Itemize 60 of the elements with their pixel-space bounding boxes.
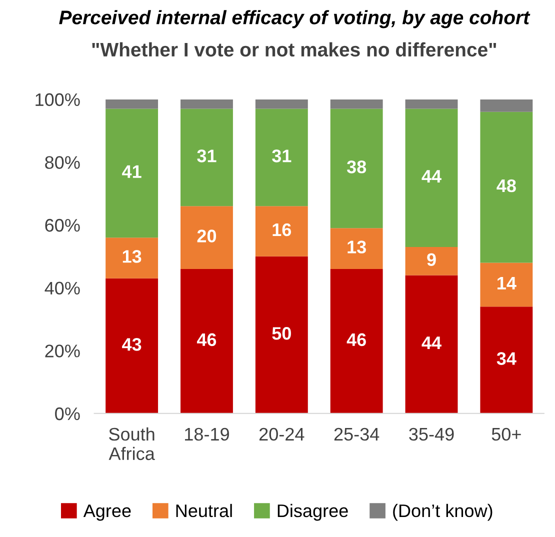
x-tick-label: 18-19	[185, 428, 229, 441]
data-label: 31	[272, 150, 292, 162]
legend-label: Neutral	[176, 504, 232, 518]
data-label: 46	[346, 333, 366, 346]
bar	[480, 112, 533, 263]
bar	[330, 268, 383, 414]
x-tick-label: 50+	[492, 428, 521, 441]
data-label: 34	[496, 352, 516, 365]
y-tick-label: 80%	[45, 156, 80, 169]
data-label: 9	[427, 253, 436, 266]
bar	[180, 206, 233, 269]
bar	[480, 99, 533, 112]
y-tick-label: 60%	[45, 218, 80, 232]
legend-label: Disagree	[278, 504, 348, 521]
y-tick-label: 100%	[36, 93, 80, 106]
bar	[106, 99, 158, 109]
legend-label: (Don’t know)	[393, 504, 492, 521]
bar	[255, 256, 308, 414]
legend-label: Agree	[83, 504, 131, 521]
x-tick-label: 25-34	[334, 428, 380, 441]
bar	[405, 99, 458, 109]
data-label: 44	[422, 336, 442, 350]
bar	[106, 108, 158, 238]
bar	[330, 228, 383, 269]
x-tick-label: 20-24	[259, 428, 304, 441]
bar	[255, 99, 308, 109]
bar	[405, 108, 458, 247]
chart-title: Perceived internal efficacy of voting, by age cohort	[59, 10, 530, 28]
data-label: 44	[422, 170, 442, 183]
data-label: 16	[272, 223, 292, 236]
y-tick-label: 40%	[44, 282, 80, 295]
data-label: 13	[122, 250, 142, 263]
data-label: 13	[348, 240, 366, 254]
bar	[480, 306, 533, 414]
data-label: 46	[196, 333, 216, 346]
data-label: 41	[122, 165, 142, 178]
data-label: 14	[498, 276, 516, 290]
data-label: 20	[197, 230, 216, 242]
bar	[106, 278, 158, 414]
data-label: 38	[346, 160, 366, 174]
chart-subtitle: "Whether I vote or not makes no difference"	[92, 42, 496, 57]
y-tick-label: 20%	[45, 344, 80, 358]
bar	[480, 262, 533, 307]
bar	[255, 206, 308, 256]
bar	[180, 268, 233, 414]
bar	[330, 99, 383, 109]
data-label: 48	[496, 179, 516, 192]
bar	[255, 108, 308, 206]
bar	[180, 99, 233, 109]
data-label: 50	[272, 327, 291, 340]
bar	[405, 275, 458, 414]
data-label: 31	[197, 150, 216, 162]
bar	[405, 246, 458, 276]
bar	[180, 108, 233, 206]
y-tick-label: 0%	[55, 407, 80, 420]
data-label: 43	[122, 338, 142, 351]
bar	[330, 108, 383, 228]
x-tick-label: 35-49	[409, 428, 454, 441]
bar	[106, 238, 158, 278]
x-tick-label: South Africa	[108, 427, 155, 460]
